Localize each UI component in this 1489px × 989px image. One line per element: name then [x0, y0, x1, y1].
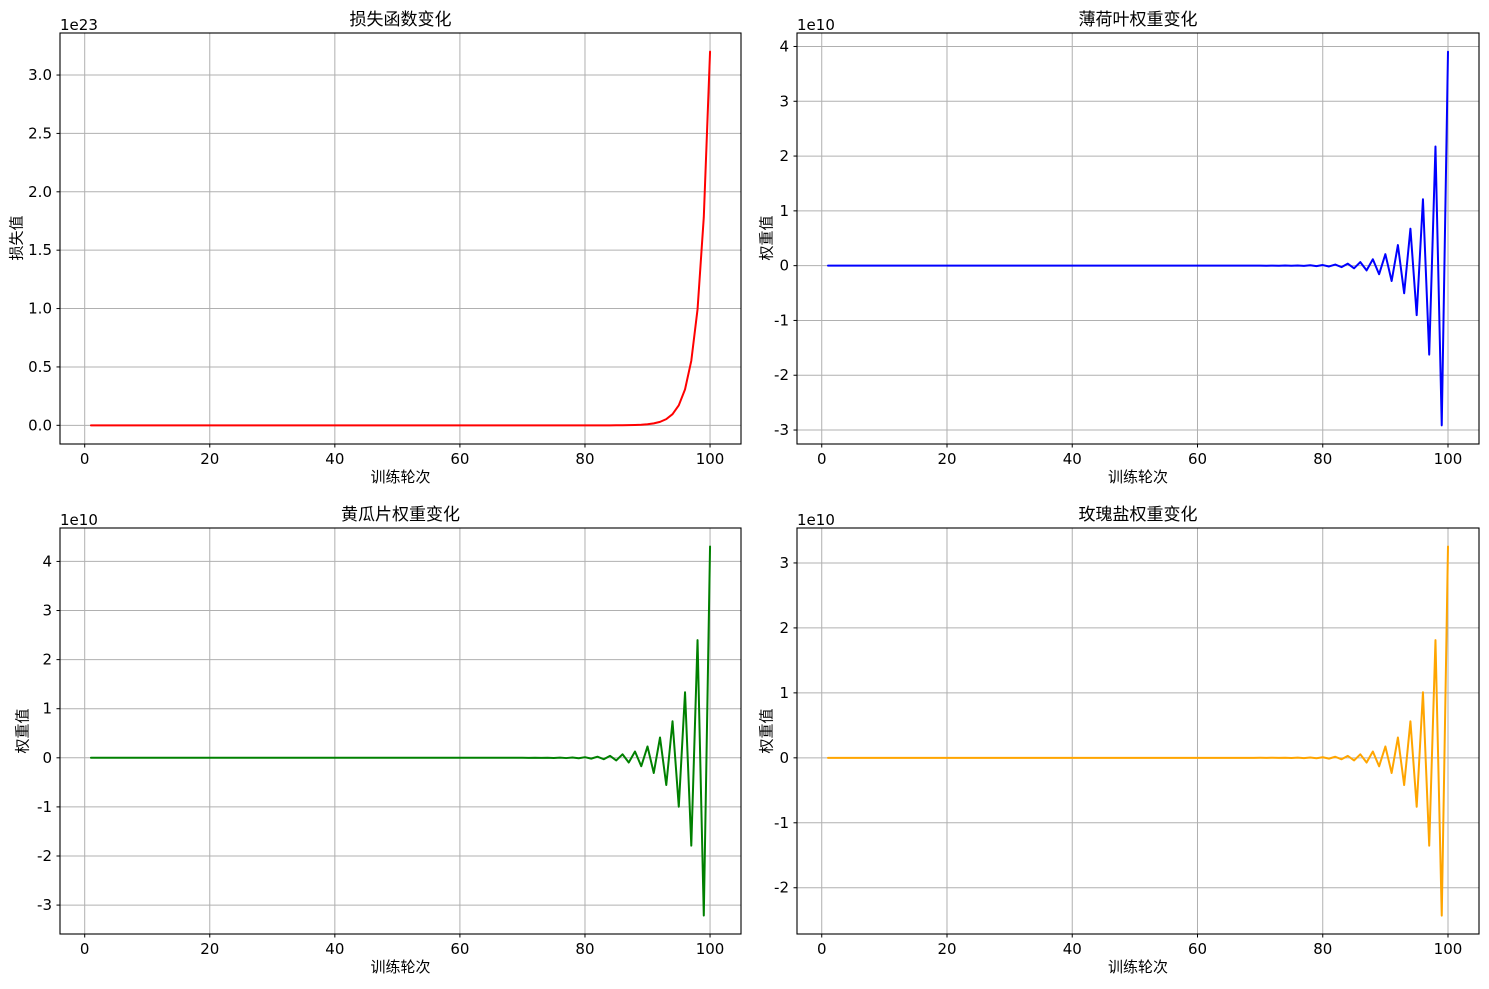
chart-title-loss: 损失函数变化 — [349, 10, 452, 30]
y-tick-label: 0 — [779, 257, 789, 275]
chart-title-cucumber: 黄瓜片权重变化 — [341, 505, 460, 525]
y-tick-label: 1 — [42, 700, 52, 718]
y-axis-offset-text: 1e10 — [797, 16, 835, 34]
chart-title-rose-salt: 玫瑰盐权重变化 — [1078, 505, 1198, 525]
y-axis-label: 权重值 — [757, 215, 776, 261]
axes-frame — [59, 32, 742, 445]
y-tick-label: -1 — [774, 814, 789, 832]
y-axis-offset-text: 1e23 — [60, 16, 98, 34]
x-tick-label: 20 — [937, 940, 956, 958]
y-tick-label: 1 — [779, 202, 789, 220]
x-tick-label: 100 — [696, 940, 725, 958]
x-tick-label: 60 — [450, 940, 469, 958]
y-tick-label: 2 — [42, 651, 52, 669]
x-tick-label: 0 — [817, 450, 827, 468]
x-axis-label: 训练轮次 — [1107, 958, 1168, 976]
y-tick-label: 2 — [779, 619, 789, 637]
y-tick-label: 3 — [42, 602, 52, 620]
x-tick-label: 80 — [575, 450, 594, 468]
x-tick-label: 60 — [1188, 450, 1207, 468]
x-tick-label: 40 — [325, 940, 344, 958]
y-tick-label: 1.5 — [28, 241, 52, 259]
y-tick-label: 2 — [779, 147, 789, 165]
x-tick-label: 100 — [1434, 940, 1463, 958]
x-axis-label: 训练轮次 — [1107, 468, 1168, 486]
loss-curve — [89, 50, 712, 427]
y-tick-label: 0 — [779, 749, 789, 767]
x-tick-label: 0 — [817, 940, 827, 958]
y-tick-label: 4 — [779, 37, 789, 55]
y-tick-label: 3 — [779, 554, 789, 572]
y-tick-label: 0.0 — [28, 416, 52, 434]
y-axis-offset-text: 1e10 — [60, 511, 98, 529]
mint-weight-curve — [827, 50, 1449, 427]
y-tick-label: -3 — [774, 421, 789, 439]
x-tick-label: 60 — [1188, 940, 1207, 958]
y-tick-label: 4 — [42, 552, 52, 570]
x-tick-label: 100 — [1434, 450, 1463, 468]
y-tick-label: 1.0 — [28, 300, 52, 318]
y-tick-label: 2.5 — [28, 124, 52, 142]
y-axis-label: 损失值 — [7, 215, 26, 261]
x-axis-label: 训练轮次 — [370, 958, 431, 976]
x-tick-label: 20 — [200, 940, 219, 958]
chart-title-mint: 薄荷叶权重变化 — [1078, 10, 1198, 30]
x-axis-label: 训练轮次 — [370, 468, 431, 486]
x-tick-label: 60 — [450, 450, 469, 468]
y-tick-label: 3 — [779, 92, 789, 110]
x-tick-label: 20 — [200, 450, 219, 468]
y-tick-label: -2 — [774, 879, 789, 897]
y-tick-label: -1 — [37, 798, 52, 816]
y-axis-offset-text: 1e10 — [797, 511, 835, 529]
x-tick-label: 100 — [696, 450, 725, 468]
y-tick-label: 2.0 — [28, 183, 52, 201]
x-tick-label: 40 — [1063, 450, 1082, 468]
cucumber-weight-curve — [89, 545, 712, 917]
y-axis-label: 权重值 — [757, 708, 776, 754]
y-tick-label: 0.5 — [28, 358, 52, 376]
y-axis-label: 权重值 — [13, 708, 32, 754]
axes-frame — [796, 32, 1480, 445]
x-tick-label: 40 — [325, 450, 344, 468]
x-tick-label: 80 — [1313, 450, 1332, 468]
x-tick-label: 0 — [80, 450, 90, 468]
x-tick-label: 80 — [1313, 940, 1332, 958]
y-tick-label: -3 — [37, 896, 52, 914]
x-tick-label: 0 — [80, 940, 90, 958]
rose-salt-weight-curve — [827, 545, 1449, 917]
y-tick-label: 3.0 — [28, 66, 52, 84]
y-tick-label: -2 — [774, 366, 789, 384]
axes-frame — [59, 527, 742, 935]
y-tick-label: 0 — [42, 749, 52, 767]
y-tick-label: -2 — [37, 847, 52, 865]
x-tick-label: 20 — [937, 450, 956, 468]
y-tick-label: -1 — [774, 311, 789, 329]
x-tick-label: 40 — [1063, 940, 1082, 958]
y-tick-label: 1 — [779, 684, 789, 702]
axes-frame — [796, 527, 1480, 935]
x-tick-label: 80 — [575, 940, 594, 958]
